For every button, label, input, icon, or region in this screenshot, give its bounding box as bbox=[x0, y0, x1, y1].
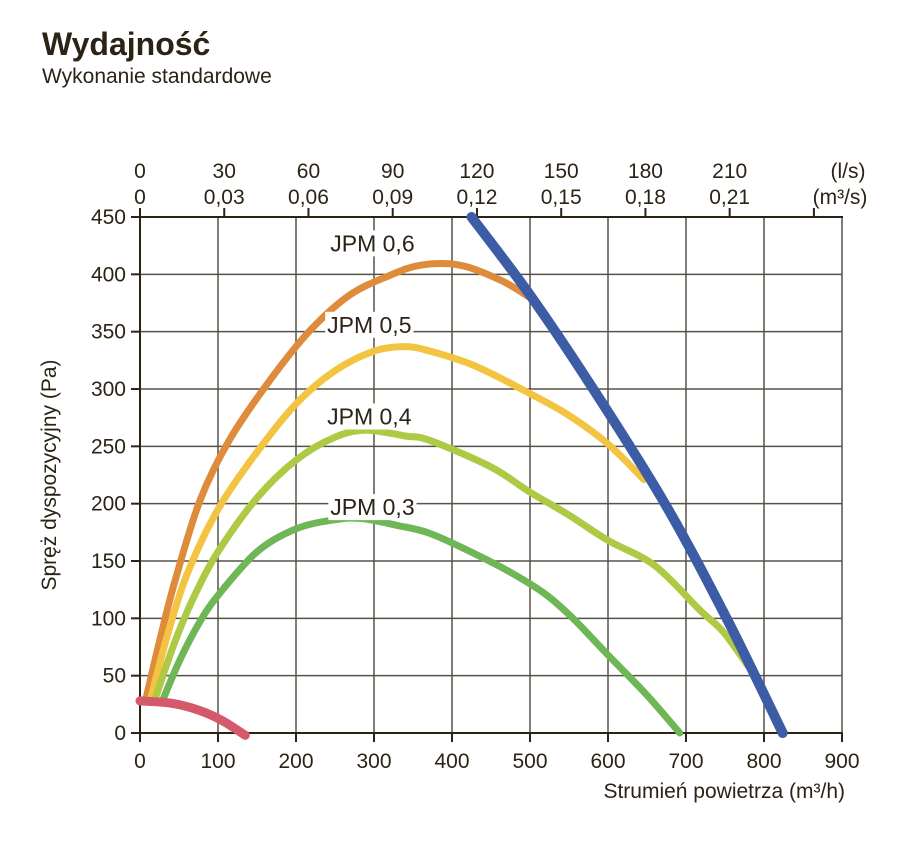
curve-jpm-0-5 bbox=[147, 343, 648, 701]
bottom-axis-tick-label: 900 bbox=[824, 750, 859, 773]
top-axis-m3s-label: 0,15 bbox=[541, 186, 582, 209]
x-axis-title: Strumień powietrza (m³/h) bbox=[603, 780, 845, 803]
left-axis-tick-label: 50 bbox=[103, 665, 126, 688]
left-axis-tick-label: 400 bbox=[91, 263, 126, 286]
top-axis-unit-m3s: (m³/s) bbox=[813, 186, 868, 209]
left-axis-tick-label: 300 bbox=[91, 378, 126, 401]
curve-label-jpm-0-6: JPM 0,6 bbox=[330, 230, 414, 256]
page-title: Wydajność bbox=[42, 26, 211, 62]
y-axis-title: Spręż dyspozycyjny (Pa) bbox=[38, 359, 61, 590]
curve-label-jpm-0-3: JPM 0,3 bbox=[330, 494, 414, 520]
curve-label-bg-jpm-0-3 bbox=[328, 494, 417, 521]
top-axis-m3s-label: 0,06 bbox=[288, 186, 329, 209]
left-axis-tick-label: 100 bbox=[91, 607, 126, 630]
curve-label-bg-jpm-0-5 bbox=[325, 311, 414, 338]
labels-layer: 0 100 200 300 400 500 600 700 800 900050100150200… bbox=[38, 160, 867, 803]
top-axis-m3s-label: 0,21 bbox=[709, 186, 750, 209]
top-axis-ls-label: 90 bbox=[381, 160, 404, 183]
chart-header: Wydajność Wykonanie standardowe bbox=[42, 26, 272, 89]
curve-limit-line bbox=[466, 212, 788, 738]
bottom-axis-tick-label: 600 bbox=[590, 750, 625, 773]
top-axis-ls-label: 120 bbox=[459, 160, 494, 183]
bottom-axis-tick-label: 300 bbox=[356, 750, 391, 773]
left-axis-tick-label: 0 bbox=[114, 722, 126, 745]
top-axis-ls-label: 180 bbox=[628, 160, 663, 183]
left-axis-tick-label: 450 bbox=[91, 206, 126, 229]
top-axis-m3s-label: 0,18 bbox=[625, 186, 666, 209]
top-axis-m3s-label: 0,03 bbox=[204, 186, 245, 209]
bottom-axis-tick-label: 400 bbox=[434, 750, 469, 773]
left-axis-tick-label: 200 bbox=[91, 493, 126, 516]
top-axis-ls-label: 30 bbox=[213, 160, 236, 183]
curve-label-bg-jpm-0-6 bbox=[328, 230, 417, 257]
curve-jpm-0-4 bbox=[152, 426, 752, 701]
top-axis-ls-label: 60 bbox=[297, 160, 320, 183]
top-axis-m3s-label: 0,09 bbox=[372, 186, 413, 209]
bottom-axis-tick-label: 700 bbox=[668, 750, 703, 773]
left-axis-tick-label: 250 bbox=[91, 435, 126, 458]
top-axis-ls-label: 0 bbox=[134, 160, 146, 183]
curve-label-bg-jpm-0-4 bbox=[325, 403, 414, 430]
axes-layer bbox=[131, 208, 843, 742]
curve-jpm-0-3 bbox=[159, 514, 684, 737]
top-axis-m3s-label: 0,12 bbox=[457, 186, 498, 209]
bottom-axis-tick-label: 100 bbox=[200, 750, 235, 773]
bottom-axis-tick-label: 200 bbox=[278, 750, 313, 773]
curve-label-jpm-0-4: JPM 0,4 bbox=[327, 404, 412, 430]
left-axis-tick-label: 150 bbox=[91, 550, 126, 573]
top-axis-unit-ls: (l/s) bbox=[831, 160, 866, 183]
page-subtitle: Wykonanie standardowe bbox=[42, 65, 272, 88]
curves-layer bbox=[135, 212, 788, 740]
curve-min-curve bbox=[135, 696, 250, 740]
top-axis-ls-label: 210 bbox=[712, 160, 747, 183]
top-axis-m3s-label: 0 bbox=[134, 186, 146, 209]
top-axis-ls-label: 150 bbox=[544, 160, 579, 183]
bottom-axis-tick-label: 0 bbox=[134, 750, 146, 773]
curve-label-jpm-0-5: JPM 0,5 bbox=[327, 312, 411, 338]
bottom-axis-tick-label: 500 bbox=[512, 750, 547, 773]
bottom-axis-tick-label: 800 bbox=[746, 750, 781, 773]
curve-jpm-0-6 bbox=[142, 260, 532, 701]
left-axis-tick-label: 350 bbox=[91, 321, 126, 344]
